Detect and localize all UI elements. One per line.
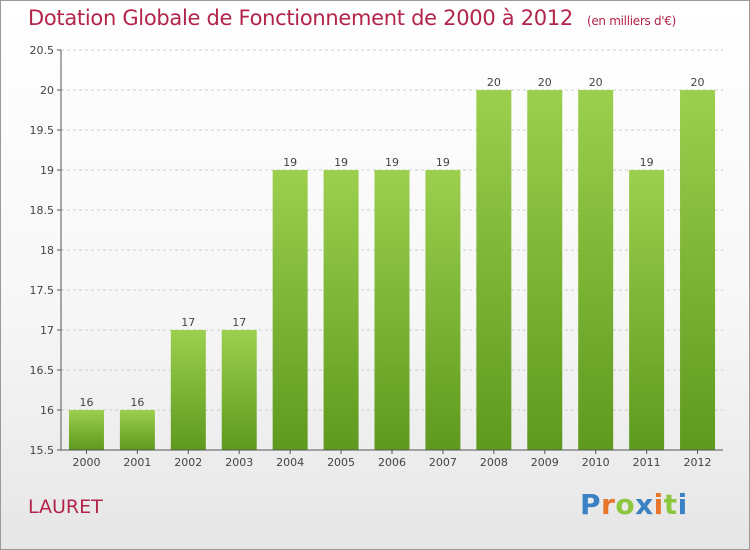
- x-tick-label: 2000: [72, 456, 100, 469]
- x-tick-label: 2011: [633, 456, 661, 469]
- axes: [57, 49, 723, 454]
- bar: [680, 90, 716, 450]
- bar: [119, 410, 155, 450]
- x-tick-label: 2006: [378, 456, 406, 469]
- labels: 15.5 16 16.5 17 17.5 18 18.5 19 19.5 20 20.5 16 2000…: [30, 44, 712, 469]
- bar: [323, 170, 359, 450]
- data-label: 19: [640, 156, 654, 169]
- x-tick-label: 2009: [531, 456, 559, 469]
- y-tick-label: 18: [40, 244, 54, 257]
- x-tick-label: 2012: [684, 456, 712, 469]
- x-tick-label: 2003: [225, 456, 253, 469]
- y-tick-label: 20.5: [30, 44, 55, 57]
- data-label: 20: [487, 76, 501, 89]
- proxiti-logo: Proxiti: [580, 488, 688, 521]
- y-tick-label: 17.5: [30, 284, 55, 297]
- x-tick-label: 2002: [174, 456, 202, 469]
- data-label: 19: [385, 156, 399, 169]
- bar: [374, 170, 410, 450]
- logo-letter: i: [653, 488, 664, 521]
- data-label: 16: [79, 396, 93, 409]
- y-tick-label: 16.5: [30, 364, 55, 377]
- y-tick-label: 16: [40, 404, 54, 417]
- unit-label: (en milliers d'€): [586, 14, 676, 28]
- data-label: 19: [334, 156, 348, 169]
- y-tick-label: 19.5: [30, 124, 55, 137]
- bar: [425, 170, 461, 450]
- y-tick-label: 17: [40, 324, 54, 337]
- bar: [578, 90, 614, 450]
- bar: [68, 410, 104, 450]
- logo-letter: o: [615, 488, 636, 521]
- y-tick-label: 20: [40, 84, 54, 97]
- title-text: Dotation Globale de Fonctionnement de 20…: [28, 6, 573, 30]
- x-tick-label: 2007: [429, 456, 457, 469]
- bar: [476, 90, 512, 450]
- data-label: 17: [232, 316, 246, 329]
- data-label: 19: [283, 156, 297, 169]
- y-tick-label: 15.5: [30, 444, 55, 457]
- y-tick-label: 19: [40, 164, 54, 177]
- logo-letter: i: [677, 488, 688, 521]
- data-label: 20: [589, 76, 603, 89]
- x-tick-label: 2010: [582, 456, 610, 469]
- chart-title: Dotation Globale de Fonctionnement de 20…: [28, 6, 676, 30]
- data-label: 20: [691, 76, 705, 89]
- bar: [272, 170, 308, 450]
- bar: [221, 330, 257, 450]
- x-tick-label: 2001: [123, 456, 151, 469]
- logo-letter: x: [635, 488, 654, 521]
- data-label: 16: [130, 396, 144, 409]
- bar: [629, 170, 665, 450]
- bar: [170, 330, 206, 450]
- data-label: 20: [538, 76, 552, 89]
- x-tick-label: 2004: [276, 456, 304, 469]
- bar: [527, 90, 563, 450]
- commune-name: LAURET: [28, 496, 103, 518]
- logo-letter: t: [663, 488, 678, 521]
- data-label: 19: [436, 156, 450, 169]
- logo-letter: r: [601, 488, 616, 521]
- data-label: 17: [181, 316, 195, 329]
- bars: [68, 90, 716, 450]
- x-tick-label: 2008: [480, 456, 508, 469]
- logo-letter: P: [580, 488, 602, 521]
- x-tick-label: 2005: [327, 456, 355, 469]
- y-tick-label: 18.5: [30, 204, 55, 217]
